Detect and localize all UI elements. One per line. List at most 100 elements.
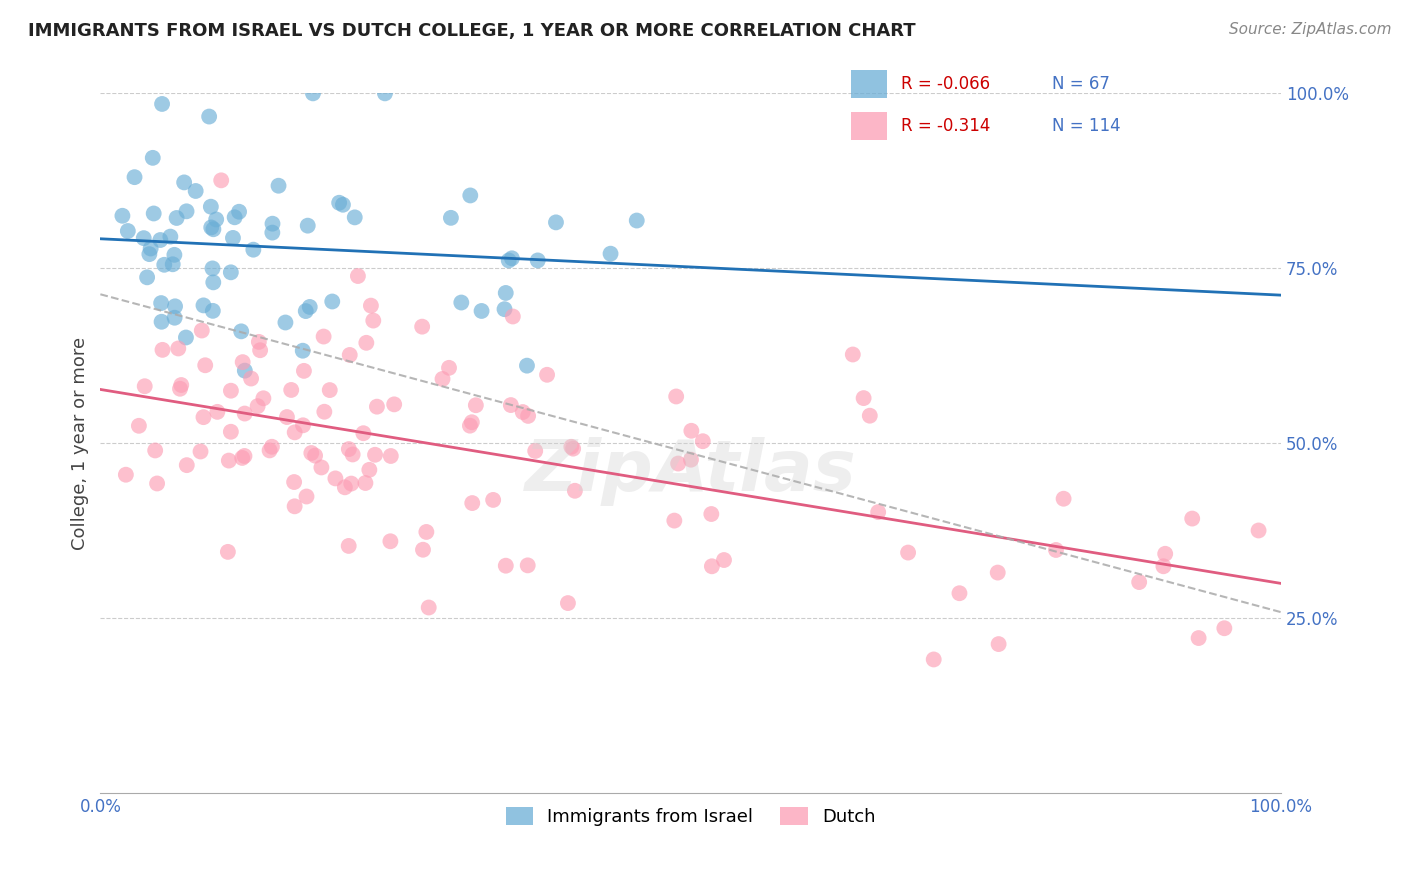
Point bbox=[176, 458, 198, 472]
Point bbox=[283, 475, 305, 489]
Point bbox=[314, 405, 336, 419]
Point bbox=[159, 229, 181, 244]
Point bbox=[299, 446, 322, 460]
Point bbox=[328, 195, 350, 210]
Bar bbox=[851, 112, 887, 140]
Point bbox=[280, 383, 302, 397]
Point bbox=[202, 276, 225, 290]
Point bbox=[284, 425, 307, 440]
Point bbox=[415, 524, 437, 539]
Point bbox=[557, 596, 579, 610]
Point bbox=[134, 379, 156, 393]
Point bbox=[207, 405, 229, 419]
Point bbox=[437, 360, 460, 375]
Point bbox=[136, 270, 159, 285]
Text: ZipAtlas: ZipAtlas bbox=[524, 437, 856, 506]
Point bbox=[150, 97, 173, 112]
Point bbox=[512, 405, 534, 419]
Point bbox=[117, 224, 139, 238]
Point bbox=[202, 222, 225, 236]
Point bbox=[516, 558, 538, 573]
Point bbox=[246, 399, 269, 413]
Point bbox=[499, 398, 522, 412]
Point bbox=[501, 252, 523, 266]
Point bbox=[333, 480, 356, 494]
Point bbox=[165, 299, 187, 313]
Point bbox=[262, 226, 284, 240]
Point bbox=[343, 211, 366, 225]
Point bbox=[242, 243, 264, 257]
Point bbox=[200, 200, 222, 214]
Point bbox=[713, 553, 735, 567]
Point bbox=[191, 324, 214, 338]
Point bbox=[149, 233, 172, 247]
Point bbox=[458, 418, 481, 433]
Point bbox=[209, 173, 232, 187]
Point bbox=[240, 371, 263, 385]
Point bbox=[987, 637, 1010, 651]
Point bbox=[219, 265, 242, 279]
Point bbox=[190, 444, 212, 458]
Point bbox=[252, 392, 274, 406]
Point bbox=[150, 296, 173, 310]
Point bbox=[495, 285, 517, 300]
Point bbox=[138, 247, 160, 261]
Bar bbox=[851, 70, 887, 98]
Point bbox=[232, 355, 254, 369]
Point bbox=[142, 206, 165, 220]
Point bbox=[458, 188, 481, 202]
Point bbox=[146, 476, 169, 491]
Point bbox=[599, 246, 621, 260]
Point bbox=[502, 310, 524, 324]
Point bbox=[292, 418, 315, 433]
Point bbox=[461, 415, 484, 429]
Point bbox=[231, 324, 253, 338]
Point bbox=[193, 410, 215, 425]
Point bbox=[1045, 543, 1067, 558]
Point bbox=[700, 507, 723, 521]
Point bbox=[340, 476, 363, 491]
Point bbox=[311, 460, 333, 475]
Point bbox=[868, 505, 890, 519]
Text: IMMIGRANTS FROM ISRAEL VS DUTCH COLLEGE, 1 YEAR OR MORE CORRELATION CHART: IMMIGRANTS FROM ISRAEL VS DUTCH COLLEGE,… bbox=[28, 22, 915, 40]
Point bbox=[1128, 575, 1150, 590]
Point bbox=[111, 209, 134, 223]
Point bbox=[142, 151, 165, 165]
Point bbox=[298, 300, 321, 314]
Point bbox=[347, 268, 370, 283]
Text: N = 67: N = 67 bbox=[1052, 75, 1109, 93]
Point bbox=[374, 87, 396, 101]
Point bbox=[205, 212, 228, 227]
Point bbox=[295, 490, 318, 504]
Point bbox=[692, 434, 714, 449]
Point bbox=[1152, 559, 1174, 574]
Point bbox=[1181, 511, 1204, 525]
Point bbox=[516, 359, 538, 373]
Point bbox=[948, 586, 970, 600]
Point bbox=[664, 514, 686, 528]
Point bbox=[267, 178, 290, 193]
Point bbox=[363, 313, 385, 327]
Point bbox=[366, 400, 388, 414]
Point bbox=[897, 545, 920, 559]
Legend: Immigrants from Israel, Dutch: Immigrants from Israel, Dutch bbox=[499, 799, 883, 833]
Point bbox=[222, 231, 245, 245]
Point bbox=[412, 542, 434, 557]
Point bbox=[339, 348, 361, 362]
Text: Source: ZipAtlas.com: Source: ZipAtlas.com bbox=[1229, 22, 1392, 37]
Point bbox=[1213, 621, 1236, 635]
Point bbox=[354, 475, 377, 490]
Point bbox=[162, 257, 184, 271]
Point bbox=[418, 600, 440, 615]
Point bbox=[228, 204, 250, 219]
Point bbox=[247, 334, 270, 349]
Point bbox=[291, 343, 314, 358]
Point bbox=[626, 213, 648, 227]
Point bbox=[260, 440, 283, 454]
Point bbox=[249, 343, 271, 358]
Point bbox=[360, 299, 382, 313]
Point bbox=[700, 559, 723, 574]
Point bbox=[359, 463, 381, 477]
Point bbox=[200, 220, 222, 235]
Point bbox=[526, 253, 548, 268]
